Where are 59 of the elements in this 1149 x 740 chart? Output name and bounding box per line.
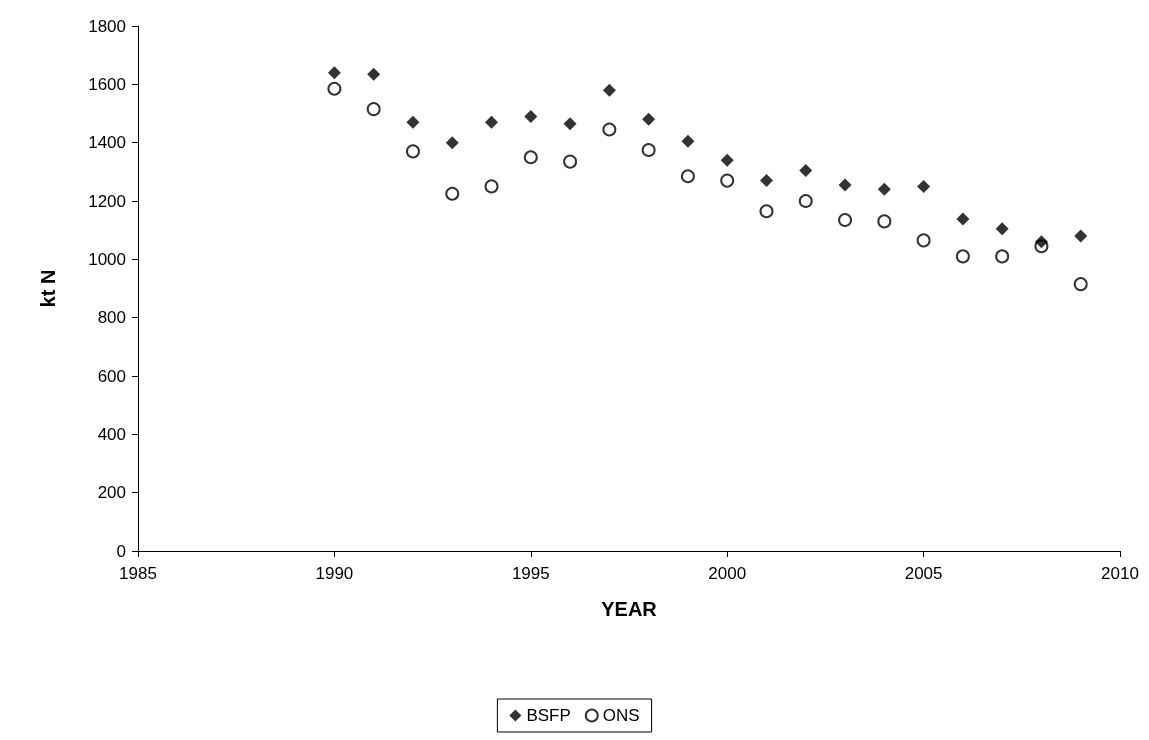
point [798,194,813,208]
point [995,222,1009,236]
point [799,163,813,177]
point [956,212,970,226]
legend-label: ONS [602,706,640,725]
point [759,204,774,219]
x-tick-label: 1990 [315,564,354,583]
point [523,150,538,165]
x-tick-label: 2000 [708,564,747,583]
point [917,179,931,193]
point [995,249,1010,264]
x-tick-label: 2005 [904,564,943,583]
point [367,67,381,81]
point [720,153,734,167]
point [445,136,459,150]
point [681,134,695,148]
point [1034,235,1048,249]
point [877,214,892,229]
point [838,178,852,192]
y-tick-label: 1000 [88,249,126,269]
x-axis-title: YEAR [601,598,658,620]
point [641,142,656,157]
point [1073,277,1088,292]
point [485,115,499,129]
y-tick-label: 400 [97,424,126,444]
y-tick-label: 1200 [88,191,126,211]
y-tick-label: 800 [97,308,126,328]
point [405,144,420,159]
point [327,66,341,80]
point [327,81,342,96]
y-tick-label: 1600 [88,74,126,94]
point [838,212,853,227]
point [563,154,578,169]
point [484,179,499,194]
x-tick-label: 2010 [1101,564,1139,583]
y-tick-label: 0 [116,541,126,561]
legend-label: BSFP [526,706,571,725]
point [955,249,970,264]
y-tick-label: 600 [97,366,126,386]
y-tick-label: 1800 [88,16,126,36]
point [642,112,656,126]
point [563,117,577,131]
y-axis-title: kt N [37,269,59,308]
point [406,115,420,129]
point [916,233,931,248]
y-tick-label: 200 [97,483,126,503]
point [1074,229,1088,243]
x-tick-label: 1995 [511,564,550,583]
point [602,122,617,137]
point [877,182,891,196]
point [680,169,695,184]
point [445,186,460,201]
point [759,174,773,188]
point [366,102,381,117]
point [524,109,538,123]
x-tick-label: 1985 [119,564,157,583]
point [720,173,735,188]
point [602,83,616,97]
y-tick-label: 1400 [88,133,126,153]
